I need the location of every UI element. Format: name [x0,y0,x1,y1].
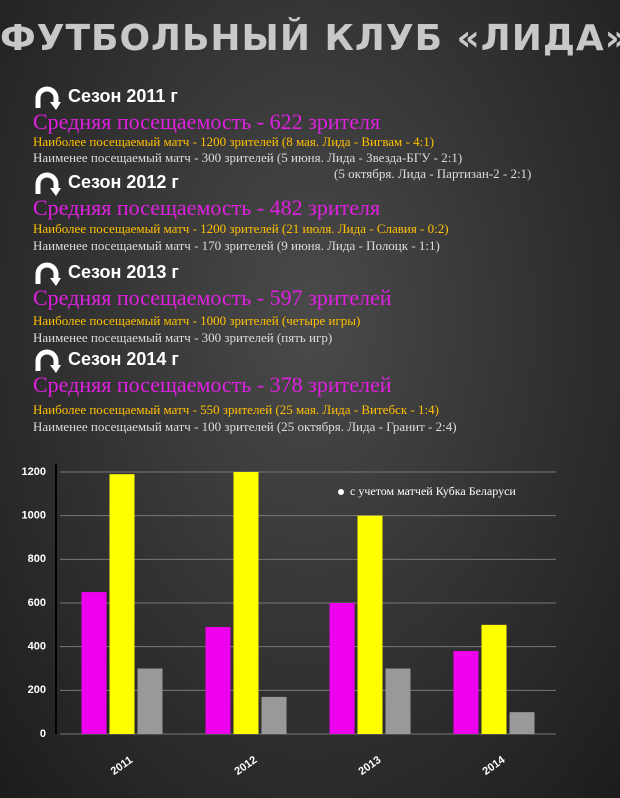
icon [35,262,61,286]
y-tick-label: 200 [28,684,46,696]
y-tick-label: 1000 [22,510,46,522]
season-average: Средняя посещаемость - 597 зрителей [33,285,392,310]
season-least: Наименее посещаемый матч - 170 зрителей … [33,238,440,253]
season-heading: Сезон 2013 г [68,262,179,282]
x-tick-label: 2012 [232,754,259,778]
page-title: ФУТБОЛЬНЫЙ КЛУБ «ЛИДА» [0,18,620,59]
bar [385,668,411,734]
season-heading: Сезон 2011 г [68,86,178,106]
bar [453,651,479,734]
y-tick-label: 400 [28,641,46,653]
season-least: Наименее посещаемый матч - 300 зрителей … [33,330,333,345]
season-most: Наиболее посещаемый матч - 1200 зрителей… [33,134,435,149]
y-tick-label: 800 [28,553,46,565]
icon [35,86,61,110]
season-most: Наиболее посещаемый матч - 550 зрителей … [33,402,439,417]
season-least: (5 октября. Лида - Партизан-2 - 2:1) [334,166,532,181]
season-heading: Сезон 2014 г [68,349,179,369]
x-tick-label: 2014 [480,753,508,777]
note-dot [338,489,344,495]
y-tick-label: 1200 [22,466,46,478]
bar [233,472,259,734]
icon [35,349,61,373]
bar [81,592,107,734]
bar [109,474,135,734]
bar [205,627,231,734]
season-least: Наименее посещаемый матч - 100 зрителей … [33,419,457,434]
season-average: Средняя посещаемость - 482 зрителя [33,195,381,220]
icon [35,172,61,196]
bar [329,603,355,734]
chart-note: с учетом матчей Кубка Беларуси [350,484,516,498]
bar [509,712,535,734]
x-tick-label: 2011 [109,754,135,778]
season-average: Средняя посещаемость - 622 зрителя [33,109,381,134]
bar [357,515,383,734]
season-heading: Сезон 2012 г [68,172,179,192]
y-tick-label: 600 [28,597,46,609]
season-least: Наименее посещаемый матч - 300 зрителей … [33,150,463,165]
y-tick-label: 0 [40,728,46,740]
season-most: Наиболее посещаемый матч - 1200 зрителей… [33,221,449,236]
x-tick-label: 2013 [356,754,383,778]
bar [481,624,507,734]
season-most: Наиболее посещаемый матч - 1000 зрителей… [33,313,361,328]
season-average: Средняя посещаемость - 378 зрителей [33,372,392,397]
bar [261,696,287,734]
bar [137,668,163,734]
